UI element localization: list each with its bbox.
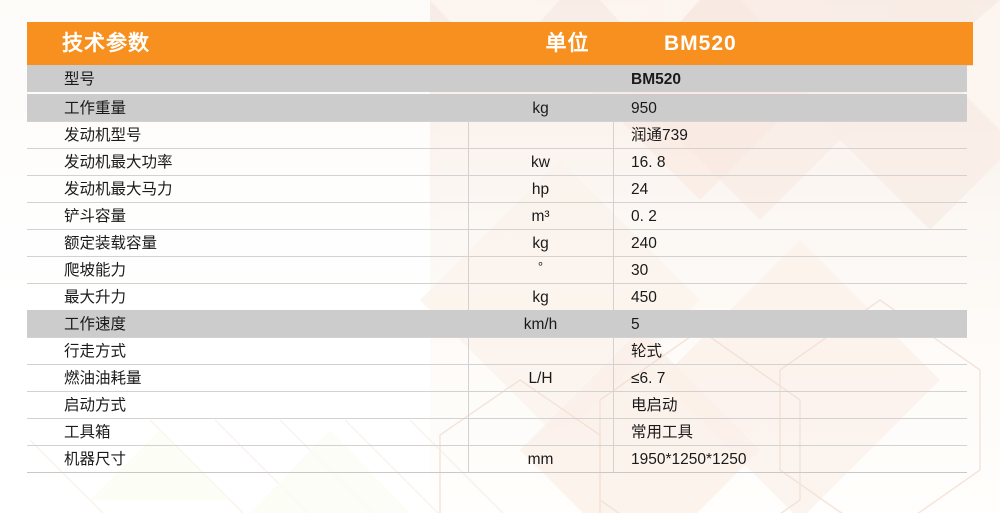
table-row: 行走方式 轮式	[27, 337, 967, 364]
cell-unit: kg	[532, 235, 549, 252]
cell-value: 0. 2	[631, 208, 657, 225]
cell-value: BM520	[631, 71, 681, 88]
cell-parameter: 燃油油耗量	[64, 370, 142, 387]
cell-unit: °	[537, 259, 544, 274]
cell-parameter: 工作重量	[64, 100, 127, 117]
column-divider	[613, 122, 614, 148]
cell-unit	[468, 66, 613, 93]
cell-unit: kg	[532, 289, 549, 306]
cell-value: 450	[631, 289, 657, 306]
cell-parameter: 铲斗容量	[64, 208, 127, 225]
table-row: 型号 BM520	[27, 65, 967, 92]
table-row: 铲斗容量 m³ 0. 2	[27, 202, 967, 229]
cell-value: 30	[631, 262, 649, 279]
table-row: 机器尺寸 mm 1950*1250*1250	[27, 445, 967, 472]
table-row: 工作重量 kg 950	[27, 94, 967, 121]
table-row: 发动机最大功率 kw 16. 8	[27, 148, 967, 175]
column-divider	[613, 284, 614, 310]
cell-value: 轮式	[631, 343, 663, 360]
cell-unit	[468, 419, 613, 446]
cell-value: 950	[631, 100, 657, 117]
cell-value: 常用工具	[631, 424, 694, 441]
cell-value: 24	[631, 181, 649, 198]
cell-parameter: 启动方式	[64, 397, 127, 414]
column-header-model: BM520	[664, 32, 737, 55]
cell-parameter: 发动机型号	[64, 127, 142, 144]
cell-unit: kg	[532, 100, 549, 117]
cell-parameter: 行走方式	[64, 343, 127, 360]
table-body: 型号 BM520 工作重量 kg 950 发动机型号 润通739 发动机最大功率 kw 16. 8…	[27, 65, 967, 473]
cell-parameter: 最大升力	[64, 289, 127, 306]
column-divider	[613, 149, 614, 175]
column-header-parameter: 技术参数	[62, 32, 150, 55]
cell-parameter: 工作速度	[64, 316, 127, 333]
column-divider	[613, 338, 614, 364]
column-header-unit: 单位	[545, 32, 590, 55]
cell-parameter: 工具箱	[64, 424, 111, 441]
column-divider	[613, 257, 614, 283]
cell-unit: kw	[531, 154, 550, 171]
table-row: 发动机最大马力 hp 24	[27, 175, 967, 202]
table-row: 额定装载容量 kg 240	[27, 229, 967, 256]
cell-value: 电启动	[631, 397, 678, 414]
cell-parameter: 机器尺寸	[64, 451, 127, 468]
table-header-row: 技术参数 单位 BM520	[27, 22, 973, 65]
cell-unit	[468, 338, 613, 365]
column-divider	[613, 392, 614, 418]
table-row: 启动方式 电启动	[27, 391, 967, 418]
table-row: 工作速度 km/h 5	[27, 310, 967, 337]
cell-unit: hp	[531, 181, 550, 198]
table-row: 工具箱 常用工具	[27, 418, 967, 445]
column-divider	[613, 176, 614, 202]
cell-unit	[468, 122, 613, 149]
table-row: 爬坡能力 ° 30	[27, 256, 967, 283]
cell-unit: m³	[531, 208, 550, 225]
column-divider	[613, 365, 614, 391]
cell-parameter: 型号	[64, 71, 96, 88]
cell-value: 16. 8	[631, 154, 666, 171]
cell-parameter: 额定装载容量	[64, 235, 158, 252]
cell-value: 240	[631, 235, 657, 252]
cell-value: ≤6. 7	[631, 370, 666, 387]
table-row: 燃油油耗量 L/H ≤6. 7	[27, 364, 967, 391]
cell-unit: km/h	[523, 316, 558, 333]
cell-value: 5	[631, 316, 640, 333]
cell-parameter: 发动机最大功率	[64, 154, 173, 171]
table-row: 发动机型号 润通739	[27, 121, 967, 148]
cell-value: 1950*1250*1250	[631, 451, 747, 468]
cell-unit: L/H	[528, 370, 553, 387]
column-divider	[613, 419, 614, 445]
specification-table: 技术参数 单位 BM520 型号 BM520 工作重量 kg 950 发动机型号 润通739…	[27, 22, 973, 473]
cell-value: 润通739	[631, 127, 688, 144]
cell-unit: mm	[527, 451, 554, 468]
column-divider	[613, 203, 614, 229]
column-divider	[613, 446, 614, 472]
cell-parameter: 爬坡能力	[64, 262, 127, 279]
column-divider	[613, 230, 614, 256]
cell-parameter: 发动机最大马力	[64, 181, 173, 198]
table-row: 最大升力 kg 450	[27, 283, 967, 310]
cell-unit	[468, 392, 613, 419]
